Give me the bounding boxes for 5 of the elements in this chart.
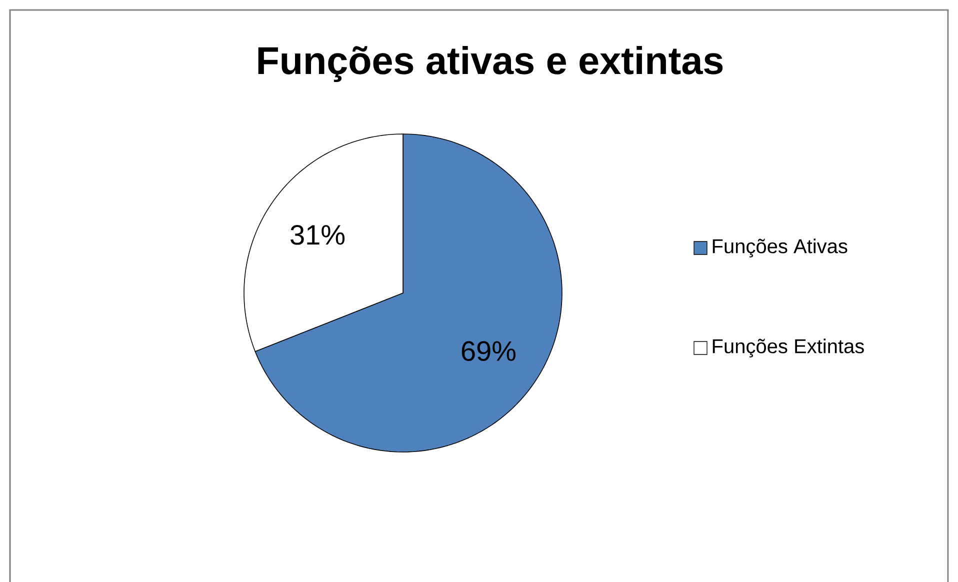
- chart-title: Funções ativas e extintas: [258, 46, 723, 82]
- legend-label: Funções Ativas: [712, 238, 848, 258]
- data-label: 69%: [462, 341, 516, 361]
- data-label: 31%: [290, 224, 345, 245]
- legend-label: Funções Extintas: [712, 338, 864, 358]
